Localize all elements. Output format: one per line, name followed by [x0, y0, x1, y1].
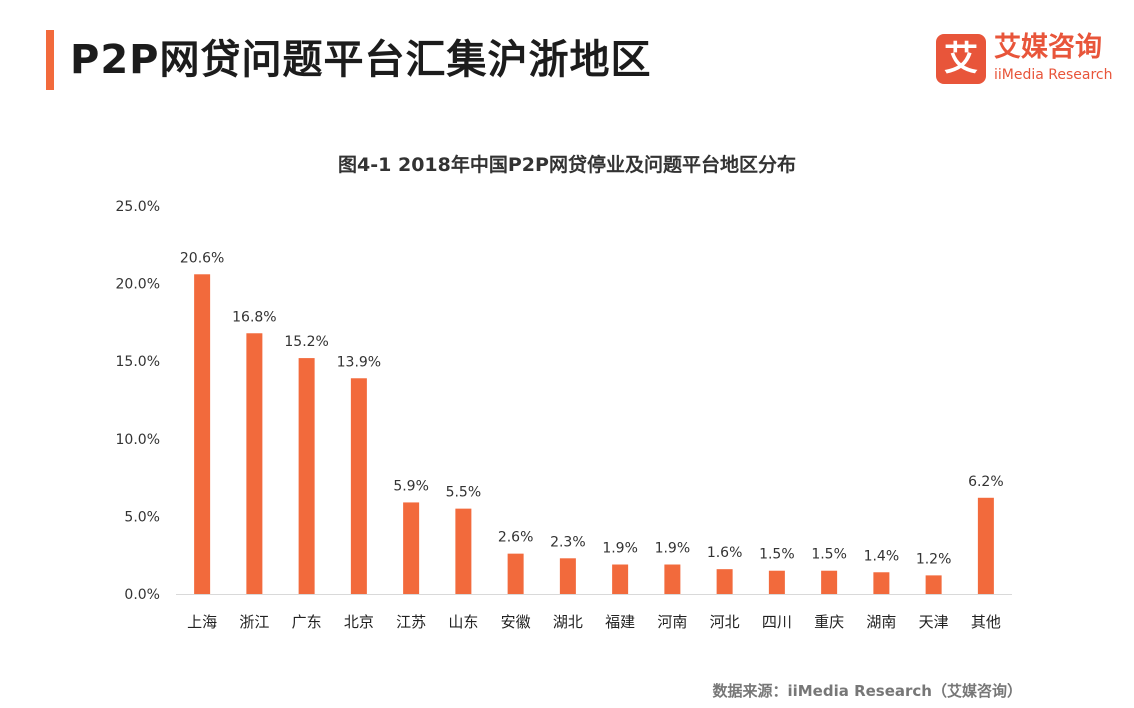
bar-value-label: 2.6%	[498, 530, 534, 546]
bar-value-label: 1.5%	[759, 547, 795, 563]
page-title: P2P网贷问题平台汇集沪浙地区	[70, 37, 652, 83]
x-tick-label: 福建	[605, 613, 635, 631]
logo-icon: 艾	[936, 34, 986, 84]
y-tick-label: 5.0%	[124, 509, 160, 525]
bar	[507, 553, 524, 594]
y-tick-label: 0.0%	[124, 587, 160, 603]
bar-value-label: 1.9%	[602, 541, 638, 557]
bar-value-label: 1.4%	[864, 548, 900, 564]
x-tick-label: 其他	[971, 613, 1001, 631]
title-accent-bar	[46, 30, 54, 90]
bar	[350, 378, 367, 594]
x-tick-label: 重庆	[814, 613, 844, 631]
brand-logo: 艾 艾媒咨询 iiMedia Research	[936, 32, 1116, 88]
bar	[612, 564, 629, 594]
x-tick-label: 湖南	[866, 613, 896, 631]
bar	[716, 569, 733, 594]
bar-value-label: 13.9%	[337, 354, 381, 370]
x-tick-label: 江苏	[396, 613, 426, 631]
x-tick-label: 湖北	[553, 613, 583, 631]
x-tick-label: 河南	[657, 613, 687, 631]
bar	[873, 572, 890, 594]
bar-value-label: 5.5%	[446, 485, 482, 501]
bar-value-label: 20.6%	[180, 250, 224, 266]
x-tick-label: 安徽	[501, 613, 531, 631]
x-tick-label: 北京	[344, 613, 374, 631]
bar	[559, 558, 576, 594]
y-tick-label: 20.0%	[116, 277, 160, 293]
x-tick-label: 天津	[919, 613, 949, 631]
y-tick-label: 25.0%	[116, 199, 160, 215]
bar-value-label: 6.2%	[968, 474, 1004, 490]
bar	[298, 358, 315, 594]
bar	[246, 333, 263, 594]
bar-value-label: 1.6%	[707, 545, 743, 561]
bar-value-label: 16.8%	[232, 309, 276, 325]
bar	[664, 564, 681, 594]
logo-name-en: iiMedia Research	[994, 67, 1113, 83]
bar-value-label: 1.5%	[811, 547, 847, 563]
bar-value-label: 1.9%	[655, 541, 691, 557]
bar	[768, 570, 785, 594]
x-tick-label: 广东	[292, 613, 322, 631]
x-tick-label: 四川	[762, 613, 792, 631]
source-note: 数据来源：iiMedia Research（艾媒咨询）	[712, 682, 1022, 700]
x-tick-label: 上海	[187, 613, 217, 631]
chart-title: 图4-1 2018年中国P2P网贷停业及问题平台地区分布	[338, 154, 796, 176]
bar-value-label: 15.2%	[284, 334, 328, 350]
bar-value-label: 2.3%	[550, 534, 586, 550]
x-tick-label: 浙江	[239, 613, 269, 631]
bar	[455, 508, 472, 594]
bar	[821, 570, 838, 594]
bar-value-label: 5.9%	[393, 478, 429, 494]
bar	[403, 502, 420, 594]
y-tick-label: 15.0%	[116, 354, 160, 370]
bar	[194, 274, 211, 594]
x-tick-label: 山东	[448, 613, 478, 631]
logo-name-cn: 艾媒咨询	[994, 32, 1102, 63]
y-tick-label: 10.0%	[116, 432, 160, 448]
x-tick-label: 河北	[710, 613, 740, 631]
bar	[925, 575, 942, 594]
bar	[977, 497, 994, 594]
bar-value-label: 1.2%	[916, 551, 952, 567]
